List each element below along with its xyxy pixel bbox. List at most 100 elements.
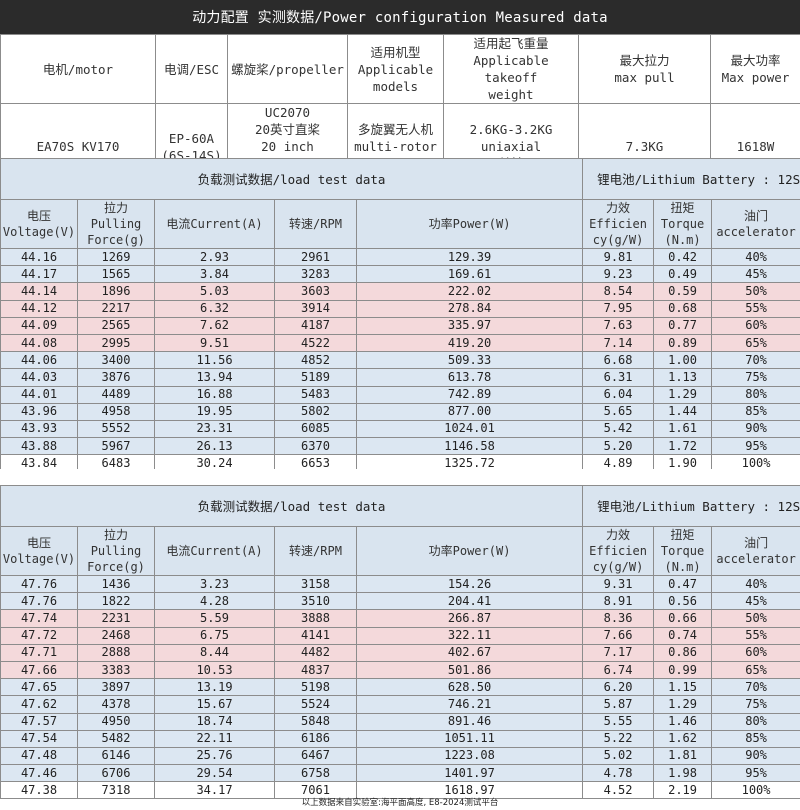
cell-power: 278.84: [355, 299, 584, 318]
table-row: 47.76 1822 4.28 3510 204.41 8.91 0.56 45%: [0, 592, 800, 611]
cell-line: 7.3KG: [625, 139, 664, 154]
cell-eff: 8.54: [582, 282, 655, 301]
cell-power: 222.02: [355, 282, 584, 301]
cell-throttle: 40%: [711, 247, 800, 267]
cell-line: 力效: [606, 528, 631, 542]
cell-pull: 3876: [77, 368, 155, 387]
cell-eff: 7.63: [582, 316, 655, 335]
table-row: 43.88 5967 26.13 6370 1146.58 5.20 1.72 95%: [0, 437, 800, 456]
cell-line: 油门: [744, 209, 769, 223]
cell-pull: 2468: [77, 626, 155, 645]
cell-voltage: 47.54: [0, 729, 78, 748]
cell-current: 4.28: [154, 592, 275, 611]
cell-line: 电压: [26, 209, 51, 223]
cell-throttle: 60%: [711, 643, 800, 662]
cell-torque: 1.90: [653, 454, 713, 473]
cell-current: 9.51: [154, 333, 275, 353]
table-row: 47.74 2231 5.59 3888 266.87 8.36 0.66 50%: [0, 609, 800, 628]
column-header-pull: 拉力 Pulling Force(g): [77, 526, 155, 576]
cell-voltage: 43.96: [0, 402, 78, 421]
cell-current: 18.74: [154, 712, 275, 731]
table-row: 47.72 2468 6.75 4141 322.11 7.66 0.74 55%: [0, 626, 800, 645]
cell-eff: 5.02: [582, 746, 655, 766]
cell-eff: 5.22: [582, 729, 655, 748]
table-row: 47.48 6146 25.76 6467 1223.08 5.02 1.81 90%: [0, 746, 800, 766]
cell-eff: 7.95: [582, 299, 655, 318]
cell-line: multi-rotor: [354, 139, 437, 154]
cell-pull: 3400: [77, 351, 155, 370]
table-row: 44.08 2995 9.51 4522 419.20 7.14 0.89 65%: [0, 333, 800, 353]
cell-throttle: 45%: [711, 265, 800, 284]
cell-voltage: 47.71: [0, 643, 78, 662]
cell-pull: 2231: [77, 609, 155, 628]
cell-voltage: 47.48: [0, 746, 78, 766]
cell-power: 204.41: [355, 592, 584, 611]
cell-power: 154.26: [355, 574, 584, 594]
cell-voltage: 44.06: [0, 351, 78, 370]
cell-current: 11.56: [154, 351, 275, 370]
cell-voltage: 47.74: [0, 609, 78, 628]
cell-rpm: 6186: [274, 729, 357, 748]
cell-voltage: 43.84: [0, 454, 78, 473]
cell-eff: 9.23: [582, 265, 655, 284]
table-row: 47.46 6706 29.54 6758 1401.97 4.78 1.98 95%: [0, 764, 800, 783]
cell-pull: 1822: [77, 592, 155, 611]
cell-throttle: 55%: [711, 299, 800, 318]
test-section-header: 负载测试数据/load test data 锂电池/Lithium Battery…: [0, 485, 800, 527]
cell-line: uniaxial: [480, 139, 542, 154]
cell-current: 23.31: [154, 419, 275, 439]
cell-current: 19.95: [154, 402, 275, 421]
cell-voltage: 44.08: [0, 333, 78, 353]
cell-eff: 6.74: [582, 660, 655, 680]
column-header-torque: 扭矩 Torque (N.m): [653, 526, 713, 576]
cell-line: Pulling: [90, 544, 142, 558]
cell-power: 322.11: [355, 626, 584, 645]
cell-pull: 7318: [77, 781, 155, 800]
cell-power: 1051.11: [355, 729, 584, 748]
cell-current: 13.19: [154, 678, 275, 697]
column-header-pull: 拉力 Pulling Force(g): [77, 199, 155, 249]
column-header-eff: 力效 Efficien cy(g/W): [582, 526, 655, 576]
cell-power: 1618.97: [355, 781, 584, 800]
cell-current: 25.76: [154, 746, 275, 766]
table-row: 47.65 3897 13.19 5198 628.50 6.20 1.15 70%: [0, 678, 800, 697]
cell-line: 力效: [606, 201, 631, 215]
cell-power: 877.00: [355, 402, 584, 421]
cell-line: 扭矩: [670, 201, 695, 215]
spec-header-max-power: 最大功率 Max power: [710, 34, 800, 104]
cell-throttle: 50%: [711, 609, 800, 628]
cell-rpm: 5198: [274, 678, 357, 697]
spec-header-propeller: 螺旋桨/propeller: [227, 34, 348, 104]
cell-pull: 2217: [77, 299, 155, 318]
table-row: 44.14 1896 5.03 3603 222.02 8.54 0.59 50%: [0, 282, 800, 301]
cell-eff: 5.20: [582, 437, 655, 456]
cell-torque: 0.77: [653, 316, 713, 335]
column-header-power: 功率Power(W): [355, 199, 584, 249]
cell-rpm: 2961: [274, 247, 357, 267]
cell-rpm: 4852: [274, 351, 357, 370]
cell-rpm: 6653: [274, 454, 357, 473]
cell-rpm: 6370: [274, 437, 357, 456]
cell-current: 3.84: [154, 265, 275, 284]
cell-line: 最大拉力: [619, 53, 670, 68]
cell-voltage: 47.57: [0, 712, 78, 731]
cell-rpm: 3158: [274, 574, 357, 594]
cell-voltage: 47.62: [0, 695, 78, 714]
battery-label: 锂电池/Lithium Battery : 12S: [597, 498, 800, 514]
cell-power: 613.78: [355, 368, 584, 387]
cell-power: 129.39: [355, 247, 584, 267]
table-row: 44.16 1269 2.93 2961 129.39 9.81 0.42 40%: [0, 247, 800, 267]
cell-voltage: 44.17: [0, 265, 78, 284]
column-header-voltage: 电压 Voltage(V): [0, 199, 78, 249]
cell-voltage: 43.88: [0, 437, 78, 456]
column-header-row: 电压 Voltage(V) 拉力 Pulling Force(g) 电流Current(A…: [0, 199, 800, 249]
cell-voltage: 47.66: [0, 660, 78, 680]
cell-power: 169.61: [355, 265, 584, 284]
cell-line: 油门: [744, 536, 769, 550]
table-row: 47.71 2888 8.44 4482 402.67 7.17 0.86 60%: [0, 643, 800, 662]
cell-line: 1618W: [736, 139, 775, 154]
footer-note: 以上数据来自实验室:海平面高度, E8-2024测试平台: [301, 798, 499, 808]
test-section-header: 负载测试数据/load test data 锂电池/Lithium Battery…: [0, 158, 800, 200]
cell-line: (N.m): [664, 233, 701, 247]
cell-line: UC2070: [264, 105, 311, 120]
